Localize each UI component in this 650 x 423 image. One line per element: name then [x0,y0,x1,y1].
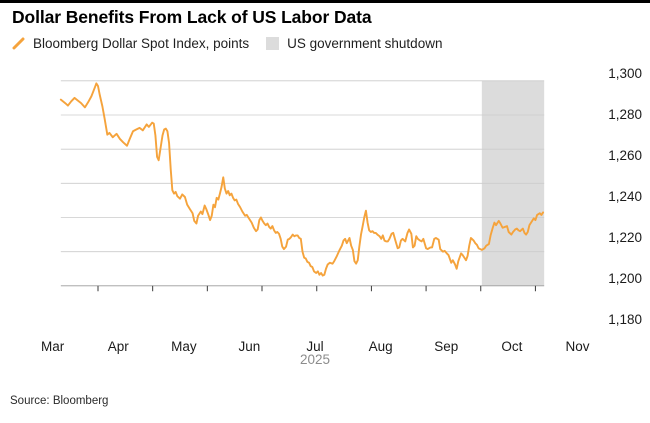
x-tick-label-mar: Mar [40,339,65,354]
y-tick-label-1180: 1,180 [608,312,642,327]
source-note: Source: Bloomberg [10,395,109,407]
y-tick-label-1280: 1,280 [608,107,642,122]
x-axis-year-label: 2025 [300,352,331,367]
y-tick-label-1220: 1,220 [608,230,642,245]
plot-area [59,80,545,292]
legend-item-index-series: Bloomberg Dollar Spot Index, points [12,36,249,51]
x-tick-label-sep: Sep [434,339,459,354]
x-tick-label-may: May [171,339,197,354]
x-tick-label-aug: Aug [368,339,393,354]
x-tick-label-jul: Jul [306,339,324,354]
index-line-series [59,82,545,277]
x-tick-label-apr: Apr [107,339,129,354]
chart-title: Dollar Benefits From Lack of US Labor Da… [12,7,372,27]
top-border-bar [0,0,650,3]
shutdown-band-swatch-icon [266,37,280,50]
y-tick-label-1240: 1,240 [608,189,642,204]
y-tick-label-1300: 1,300 [608,66,642,81]
legend-item-shutdown: US government shutdown [266,36,442,51]
legend-label-shutdown: US government shutdown [287,36,443,51]
legend: Bloomberg Dollar Spot Index, points US g… [12,36,442,51]
legend-label-index-series: Bloomberg Dollar Spot Index, points [33,36,250,51]
x-tick-label-oct: Oct [501,339,523,354]
y-tick-label-1200: 1,200 [608,271,642,286]
x-tick-label-jun: Jun [238,339,261,354]
y-tick-label-1260: 1,260 [608,148,642,163]
line-series-swatch-icon [12,37,25,50]
x-tick-label-nov: Nov [565,339,590,354]
